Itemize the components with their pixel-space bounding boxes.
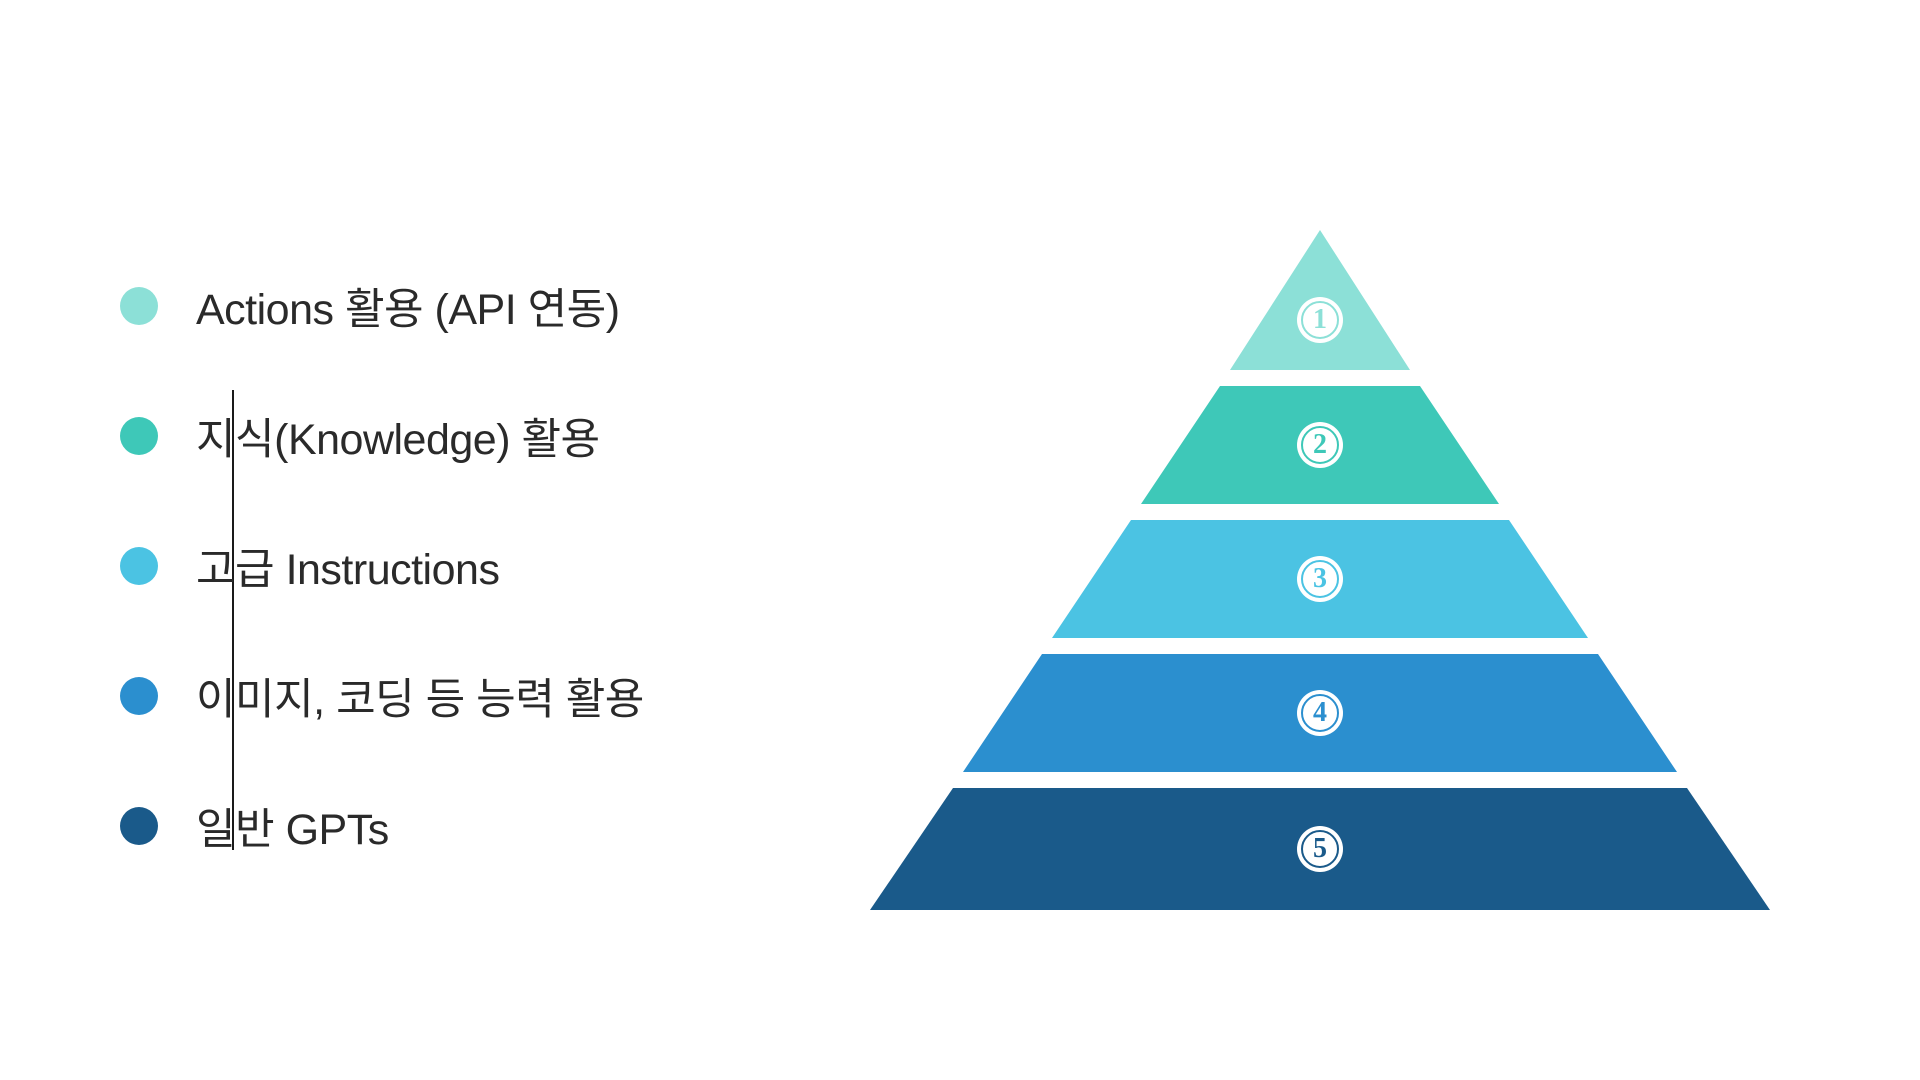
pyramid-badge-1: 1 bbox=[1297, 297, 1343, 343]
legend-label-2: 지식(Knowledge) 활용 bbox=[196, 405, 600, 467]
legend-label-3: 고급 Instructions bbox=[196, 535, 499, 597]
pyramid-layer-2: 2 bbox=[1141, 386, 1499, 504]
pyramid-badge-5: 5 bbox=[1297, 826, 1343, 872]
legend-bullet-2 bbox=[120, 417, 158, 455]
pyramid-badge-number: 1 bbox=[1313, 304, 1327, 336]
legend-item-3: 고급 Instructions bbox=[120, 535, 840, 597]
pyramid: 1 2 3 4 5 bbox=[870, 230, 1770, 910]
legend-label-4: 이미지, 코딩 등 능력 활용 bbox=[196, 665, 644, 727]
pyramid-badge-3: 3 bbox=[1297, 556, 1343, 602]
legend-item-4: 이미지, 코딩 등 능력 활용 bbox=[120, 665, 840, 727]
pyramid-badge-number: 5 bbox=[1313, 833, 1327, 865]
diagram-container: Actions 활용 (API 연동) 지식(Knowledge) 활용 고급 … bbox=[0, 0, 1920, 1080]
pyramid-badge-4: 4 bbox=[1297, 690, 1343, 736]
legend-bullet-3 bbox=[120, 547, 158, 585]
pyramid-badge-number: 4 bbox=[1313, 697, 1327, 729]
legend-item-1: Actions 활용 (API 연동) bbox=[120, 275, 840, 337]
pyramid-layer-5: 5 bbox=[870, 788, 1770, 910]
legend-bullet-5 bbox=[120, 807, 158, 845]
pyramid-badge-number: 2 bbox=[1313, 429, 1327, 461]
pyramid-wrap: 1 2 3 4 5 bbox=[840, 170, 1800, 910]
legend-item-5: 일반 GPTs bbox=[120, 795, 840, 857]
legend-bullet-4 bbox=[120, 677, 158, 715]
pyramid-layer-1: 1 bbox=[1230, 230, 1410, 370]
pyramid-layer-4: 4 bbox=[963, 654, 1677, 772]
pyramid-layer-3: 3 bbox=[1052, 520, 1588, 638]
legend: Actions 활용 (API 연동) 지식(Knowledge) 활용 고급 … bbox=[120, 155, 840, 925]
legend-bullet-1 bbox=[120, 287, 158, 325]
legend-item-2: 지식(Knowledge) 활용 bbox=[120, 405, 840, 467]
pyramid-badge-2: 2 bbox=[1297, 422, 1343, 468]
legend-label-1: Actions 활용 (API 연동) bbox=[196, 275, 620, 337]
pyramid-badge-number: 3 bbox=[1313, 563, 1327, 595]
legend-label-5: 일반 GPTs bbox=[196, 795, 389, 857]
